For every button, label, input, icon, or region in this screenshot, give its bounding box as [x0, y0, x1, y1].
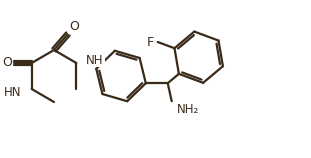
Text: O: O — [2, 57, 12, 70]
Text: NH₂: NH₂ — [177, 103, 199, 116]
Text: NH: NH — [86, 54, 104, 67]
Text: HN: HN — [4, 85, 22, 98]
Text: F: F — [147, 36, 154, 49]
Text: O: O — [69, 19, 79, 33]
